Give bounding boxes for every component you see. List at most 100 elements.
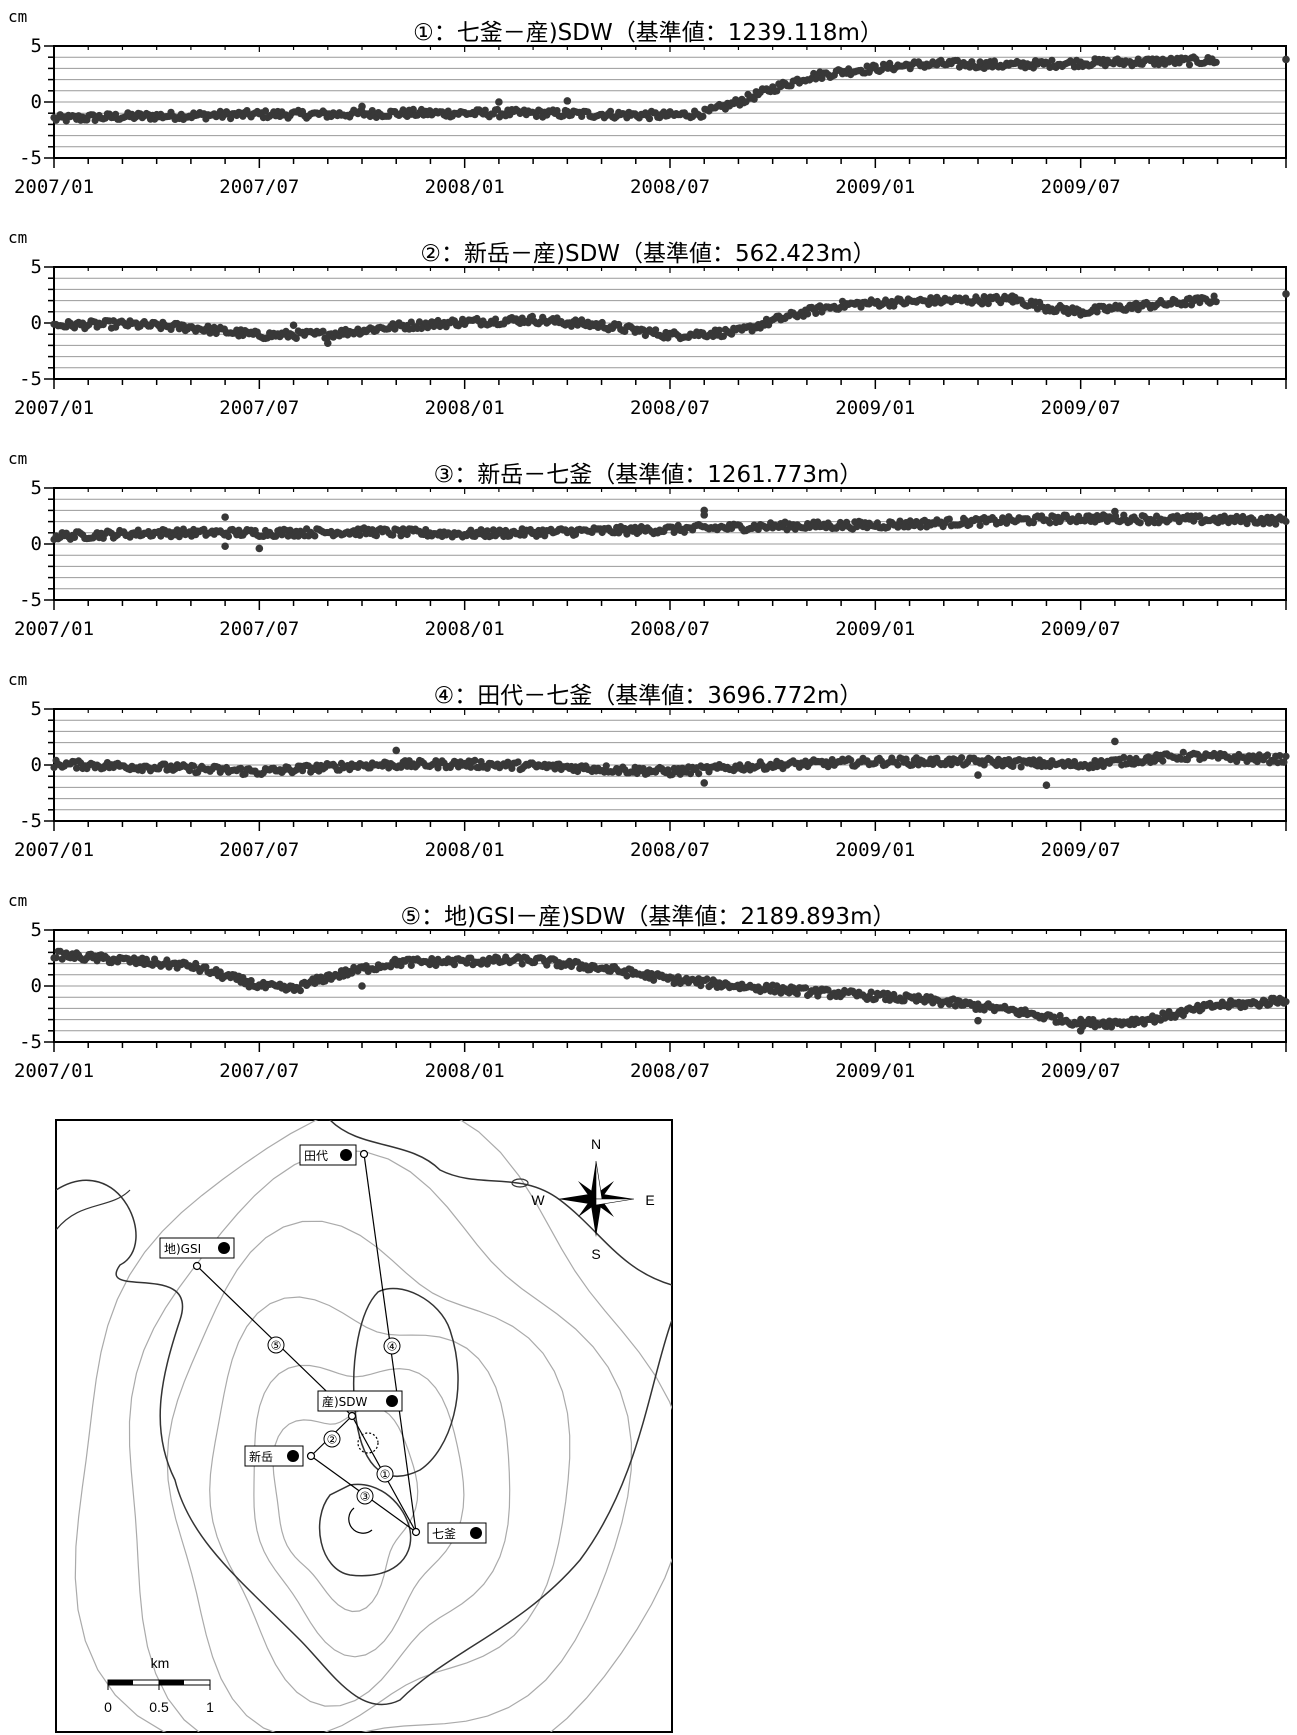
chart-panel-1: ①：七釜－産)SDW（基準値：1239.118m） cm5 0 -5 2007/01 20… — [8, 7, 1290, 198]
y-tick-label: 5 — [31, 35, 42, 57]
data-point — [1009, 762, 1017, 771]
data-series — [50, 290, 1290, 347]
station-label: 田代 — [299, 1144, 357, 1166]
outlier-point — [358, 102, 366, 111]
crater — [348, 1507, 373, 1534]
y-tick-label: -5 — [19, 368, 42, 390]
data-point — [1282, 752, 1290, 760]
station-point — [411, 1527, 421, 1537]
data-point — [1120, 753, 1128, 762]
baseline-number: ③ — [360, 1490, 371, 1504]
outlier-point — [974, 771, 982, 779]
data-point — [1280, 758, 1288, 766]
map-frame — [55, 1119, 673, 1733]
data-point — [818, 74, 826, 82]
data-point — [951, 1002, 960, 1010]
data-point — [403, 530, 411, 539]
x-tick-label: 2009/01 — [835, 397, 915, 419]
data-point — [894, 761, 902, 769]
data-point — [812, 309, 820, 317]
station-label: 産)SDW — [317, 1390, 403, 1412]
chart-title: ④：田代－七釜（基準値：3696.772m） — [434, 683, 863, 709]
data-point — [134, 526, 142, 534]
x-tick-label: 2008/01 — [425, 839, 505, 861]
outlier-point — [1042, 781, 1051, 789]
data-series — [50, 947, 1290, 1035]
data-point — [1212, 298, 1220, 306]
station-point — [192, 1261, 202, 1271]
data-point — [916, 523, 925, 531]
contour-line — [253, 1364, 465, 1658]
data-point — [695, 770, 703, 778]
data-point — [70, 533, 79, 542]
data-point — [801, 984, 810, 992]
data-point — [1212, 58, 1220, 66]
data-point — [1005, 756, 1013, 764]
coastline — [56, 1189, 131, 1231]
outlier-point — [1282, 290, 1290, 298]
data-point — [867, 988, 875, 996]
x-tick-label: 2008/07 — [630, 176, 710, 198]
x-tick-label: 2008/01 — [425, 618, 505, 640]
x-tick-label: 2007/01 — [14, 397, 94, 419]
outlier-point — [255, 544, 264, 553]
outlier-point — [700, 779, 709, 787]
data-point — [247, 977, 255, 985]
data-point — [877, 66, 886, 74]
x-tick-label: 2007/01 — [14, 176, 94, 198]
data-point — [900, 997, 908, 1005]
x-tick-label: 2007/07 — [219, 1060, 299, 1082]
x-tick-label: 2008/01 — [425, 1060, 505, 1082]
svg-text:0.5: 0.5 — [149, 1699, 169, 1715]
data-point — [824, 986, 832, 994]
baseline-marker — [267, 1336, 285, 1354]
y-tick-label: 5 — [31, 919, 42, 941]
x-tick-label: 2009/07 — [1041, 397, 1121, 419]
y-tick-label: 0 — [31, 975, 42, 997]
data-point — [471, 756, 479, 765]
y-tick-label: 0 — [31, 312, 42, 334]
data-point — [1196, 512, 1204, 520]
data-point — [1185, 61, 1194, 69]
caldera-rim — [352, 1287, 459, 1477]
data-point — [1056, 1011, 1064, 1020]
data-point — [467, 526, 475, 534]
station-point — [347, 1411, 357, 1421]
data-point — [785, 989, 793, 997]
svg-text:0: 0 — [104, 1699, 112, 1715]
outlier-point — [1282, 55, 1290, 64]
y-tick-label: 0 — [31, 533, 42, 555]
data-point — [296, 987, 304, 995]
chart-title: ②：新岳－産)SDW（基準値：562.423m） — [420, 241, 875, 267]
plot-frame — [53, 929, 1287, 1043]
data-point — [703, 975, 711, 983]
data-point — [958, 754, 966, 762]
outlier-point — [221, 542, 229, 551]
baseline-marker — [323, 1430, 341, 1448]
data-point — [598, 318, 606, 327]
outlier-point — [323, 339, 332, 347]
data-point — [1263, 751, 1272, 759]
coastline — [56, 1179, 672, 1706]
chart-title: ①：七釜－産)SDW（基準値：1239.118m） — [413, 20, 883, 46]
y-unit-label: cm — [8, 7, 27, 26]
data-point — [1046, 519, 1054, 527]
y-tick-label: 0 — [31, 91, 42, 113]
baseline-marker — [356, 1487, 374, 1505]
x-tick-label: 2007/07 — [219, 839, 299, 861]
data-point — [319, 327, 327, 335]
x-tick-label: 2009/07 — [1041, 618, 1121, 640]
svg-text:地)GSI: 地)GSI — [164, 1242, 201, 1256]
station-point — [359, 1149, 369, 1159]
outlier-point — [495, 98, 503, 106]
x-tick-label: 2008/01 — [425, 397, 505, 419]
data-point — [947, 761, 955, 769]
data-point — [524, 319, 532, 327]
summit-crater — [318, 1483, 412, 1577]
svg-text:1: 1 — [206, 1699, 214, 1715]
data-point — [1029, 519, 1037, 527]
coastline — [329, 1120, 672, 1286]
svg-text:田代: 田代 — [304, 1149, 328, 1163]
x-tick-label: 2007/01 — [14, 839, 94, 861]
data-series — [50, 737, 1290, 789]
